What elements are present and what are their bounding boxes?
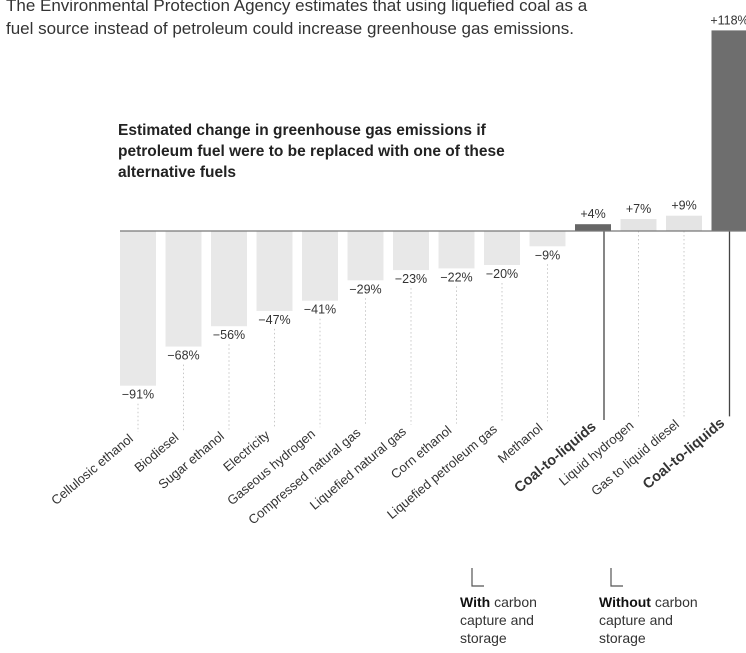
value-label-4: −41% — [304, 303, 336, 317]
bar-7 — [438, 231, 475, 269]
bar-10 — [575, 224, 611, 231]
bar-11 — [620, 219, 657, 231]
bar-9 — [529, 231, 566, 247]
bar-4 — [302, 231, 338, 301]
annotation-with-bold: With — [460, 594, 491, 610]
value-label-6: −23% — [395, 272, 427, 286]
connector-with-ccs — [471, 568, 484, 587]
bar-0 — [120, 231, 156, 386]
value-label-2: −56% — [213, 328, 245, 342]
value-label-0: −91% — [122, 388, 154, 402]
annotation-without-ccs: Without carbon capture and storage — [599, 593, 698, 647]
bar-3 — [256, 231, 293, 311]
intro-text: The Environmental Protection Agency esti… — [6, 0, 588, 38]
category-label-13: Coal-to-liquids — [640, 415, 728, 492]
annotation-with-line3: storage — [460, 630, 507, 646]
value-label-8: −20% — [486, 267, 518, 281]
bar-6 — [393, 231, 429, 271]
annotation-with-line1: carbon — [490, 594, 537, 610]
value-label-7: −22% — [440, 270, 472, 284]
annotation-with-ccs: With carbon capture and storage — [460, 593, 537, 647]
connector-without-ccs — [610, 568, 623, 587]
annotation-with-line2: capture and — [460, 612, 534, 628]
annotation-without-line3: storage — [599, 630, 646, 646]
value-label-11: +7% — [626, 202, 651, 216]
annotation-without-bold: Without — [599, 594, 651, 610]
value-label-12: +9% — [671, 199, 696, 213]
bar-5 — [347, 231, 384, 281]
value-label-1: −68% — [167, 349, 199, 363]
value-label-5: −29% — [349, 282, 381, 296]
category-label-0: Cellulosic ethanol — [48, 431, 136, 508]
value-label-9: −9% — [535, 248, 560, 262]
value-label-3: −47% — [258, 313, 290, 327]
category-label-9: Methanol — [495, 420, 546, 466]
bar-2 — [211, 231, 247, 327]
bar-13 — [711, 30, 746, 232]
annotation-without-line1: carbon — [650, 594, 698, 610]
annotation-without-line2: capture and — [599, 612, 673, 628]
value-label-13: +118% — [710, 13, 746, 27]
bar-12 — [666, 215, 702, 231]
bar-8 — [484, 231, 520, 265]
value-label-10: +4% — [580, 207, 605, 221]
chart-title: Estimated change in greenhouse gas emiss… — [118, 122, 505, 181]
bar-1 — [165, 231, 202, 347]
